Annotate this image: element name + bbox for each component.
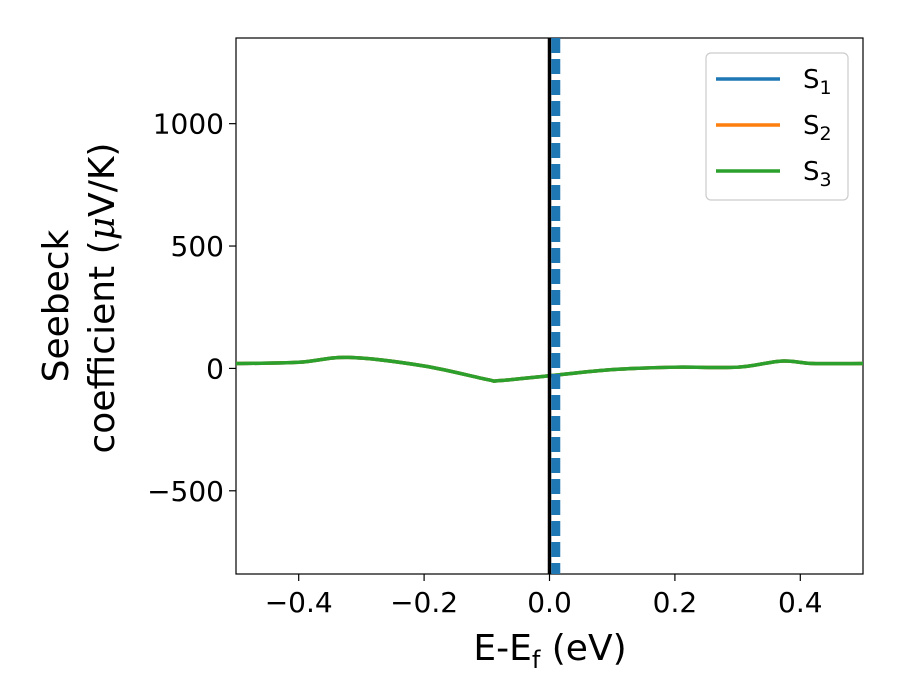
y-axis-label-line2: coefficient (μV/K) (82, 143, 123, 454)
x-axis-label-sub: f (532, 646, 541, 674)
y-tick-label: 500 (171, 230, 224, 263)
x-axis-ticks: −0.4 −0.2 0.0 0.2 0.4 (265, 574, 823, 619)
x-tick-label: −0.4 (265, 586, 333, 619)
y-tick-label: −500 (147, 475, 224, 508)
x-tick-label: −0.2 (390, 586, 458, 619)
x-axis-label: E-Ef (eV) (473, 628, 626, 674)
y-tick-label: 0 (206, 352, 224, 385)
reference-lines (547, 38, 561, 574)
legend-label-s3: S3 (803, 157, 832, 191)
y-tick-label: 1000 (153, 108, 224, 141)
x-axis-label-main: E-E (473, 628, 531, 669)
x-axis-label-unit: (eV) (540, 628, 626, 669)
y-axis-ticks: −500 0 500 1000 (147, 108, 236, 508)
legend-label-s2: S2 (803, 111, 832, 145)
legend-label-s1: S1 (803, 65, 832, 99)
x-tick-label: 0.4 (778, 586, 823, 619)
x-tick-label: 0.0 (527, 586, 572, 619)
y-axis-label-line1: Seebeck (36, 229, 77, 382)
legend: S1 S2 S3 (705, 52, 849, 201)
y-axis-label-prefix: coefficient ( (82, 240, 123, 453)
x-tick-label: 0.2 (653, 586, 698, 619)
y-axis-label-suffix: V/K) (82, 143, 123, 217)
y-axis-label-mu: μ (82, 217, 123, 240)
